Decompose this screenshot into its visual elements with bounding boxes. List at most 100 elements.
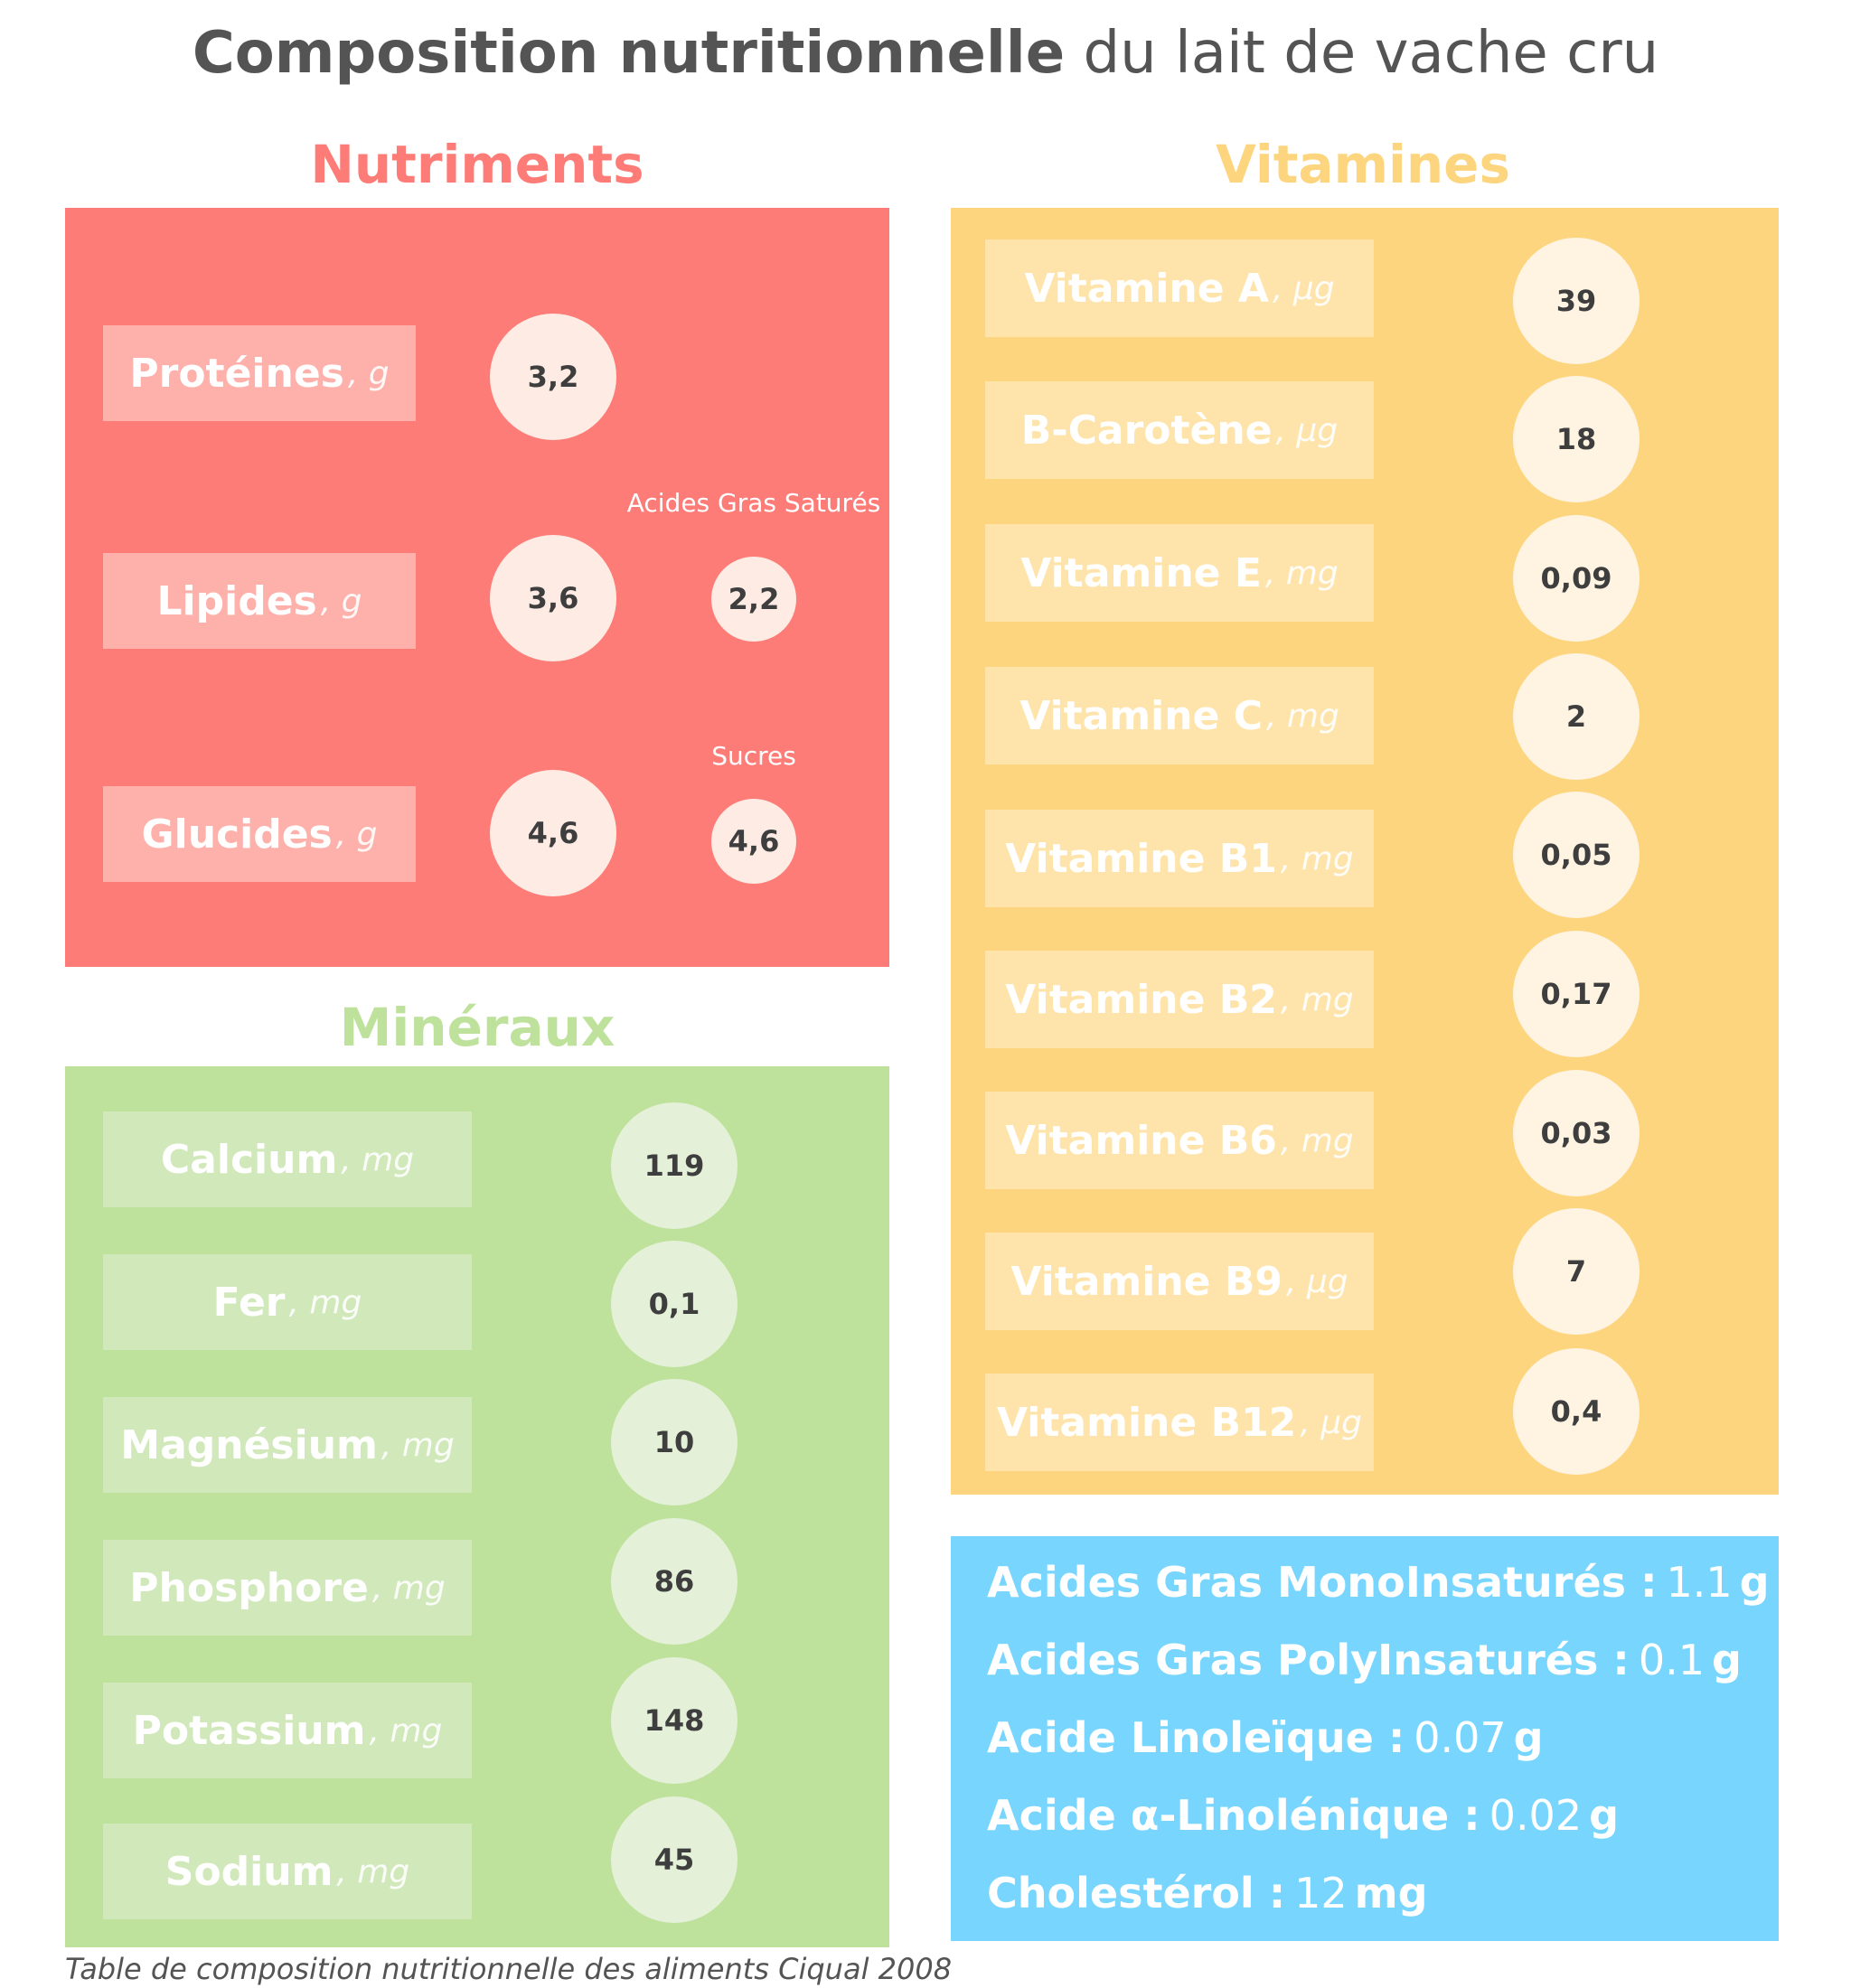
vitamin-label-e: Vitamine E, mg [985,524,1374,622]
vitamin-label-a: Vitamine A, µg [985,239,1374,337]
nutrient-value-proteines: 3,2 [490,314,616,440]
fat-name: Acides Gras PolyInsaturés : [987,1636,1630,1684]
nutrient-unit: , g [320,582,362,620]
fat-name: Acide α-Linolénique : [987,1791,1480,1840]
vitamin-name: Vitamine E [1020,549,1262,596]
mineral-label-potassium: Potassium, mg [103,1683,472,1778]
mineral-label-sodium: Sodium, mg [103,1824,472,1919]
vitamin-unit: , mg [1280,839,1354,877]
mineral-label-calcium: Calcium, mg [103,1111,472,1207]
nutrient-name: Protéines [129,350,344,397]
mineral-label-magnesium: Magnésium, mg [103,1397,472,1493]
fat-line-linoleique: Acide Linoleïque :0.07 g [987,1713,1544,1762]
vitamin-label-c: Vitamine C, mg [985,667,1374,764]
vitamin-name: Vitamine A [1024,265,1269,312]
mineral-label-fer: Fer, mg [103,1254,472,1350]
nutrient-name: Glucides [141,811,333,858]
mineral-value-calcium: 119 [611,1102,738,1229]
vitamines-heading: Vitamines [1215,134,1511,195]
nutrient-unit: , g [335,815,378,853]
vitamin-name: Vitamine B1 [1005,835,1277,882]
vitamin-value-b12: 0,4 [1513,1348,1640,1475]
mineral-unit: , mg [369,1711,443,1749]
vitamin-label-b6: Vitamine B6, mg [985,1092,1374,1189]
page-title: Composition nutritionnelle du lait de va… [0,20,1851,87]
fat-unit: g [1513,1713,1544,1762]
mineral-name: Sodium [164,1848,334,1895]
vitamin-value-a: 39 [1513,238,1640,364]
mineraux-panel: Calcium, mg 119 Fer, mg 0,1 Magnésium, m… [65,1066,889,1947]
vitamin-value-b6: 0,03 [1513,1070,1640,1196]
fatty-acids-panel: Acides Gras MonoInsaturés :1.1 g Acides G… [951,1536,1779,1941]
mineral-unit: , mg [288,1283,362,1321]
nutrient-name: Lipides [156,577,317,624]
title-rest: du lait de vache cru [1065,20,1659,87]
vitamin-label-b1: Vitamine B1, mg [985,810,1374,907]
nutrient-label-glucides: Glucides, g [103,786,416,882]
mineral-unit: , mg [371,1569,446,1607]
vitamin-value-e: 0,09 [1513,515,1640,642]
vitamin-label-b9: Vitamine B9, µg [985,1233,1374,1330]
sub-label-sucres: Sucres [711,741,796,771]
sub-value-sucres: 4,6 [711,799,796,884]
mineral-value-fer: 0,1 [611,1241,738,1367]
nutrient-unit: , g [347,354,390,392]
fat-name: Acides Gras MonoInsaturés : [987,1558,1658,1607]
vitamin-unit: , µg [1272,269,1335,307]
fat-value: 1.1 [1666,1558,1733,1607]
vitamin-unit: , µg [1275,411,1339,449]
fat-line-cholesterol: Cholestérol :12 mg [987,1869,1428,1918]
vitamin-name: Vitamine B2 [1005,976,1277,1023]
sub-label-acides-gras-satures: Acides Gras Saturés [626,488,881,518]
fat-line-polyinsatures: Acides Gras PolyInsaturés :0.1 g [987,1636,1742,1684]
vitamin-value-b9: 7 [1513,1208,1640,1335]
mineral-name: Phosphore [129,1564,369,1611]
nutriments-panel: Protéines, g 3,2 Lipides, g 3,6 Acides G… [65,208,889,967]
fat-value: 0.07 [1414,1713,1507,1762]
vitamin-name: Vitamine B9 [1010,1258,1283,1305]
vitamin-name: Vitamine C [1019,692,1263,739]
vitamin-label-b-carotene: B-Carotène, µg [985,381,1374,479]
mineral-name: Calcium [160,1136,338,1183]
fat-unit: g [1589,1791,1620,1840]
vitamin-label-b12: Vitamine B12, µg [985,1374,1374,1471]
fat-unit: mg [1354,1869,1428,1918]
vitamin-unit: , mg [1280,980,1354,1018]
vitamin-unit: , mg [1264,554,1339,592]
title-bold: Composition nutritionnelle [192,20,1066,87]
nutrient-label-proteines: Protéines, g [103,325,416,421]
fat-unit: g [1711,1636,1742,1684]
fat-name: Cholestérol : [987,1869,1286,1918]
fat-value: 0.1 [1638,1636,1705,1684]
mineral-name: Potassium [132,1707,366,1754]
vitamin-unit: , µg [1300,1403,1362,1441]
nutrient-label-lipides: Lipides, g [103,553,416,649]
fat-unit: g [1739,1558,1770,1607]
mineral-label-phosphore: Phosphore, mg [103,1540,472,1636]
vitamin-unit: , mg [1280,1121,1354,1159]
mineral-value-magnesium: 10 [611,1379,738,1505]
vitamin-name: Vitamine B12 [997,1399,1297,1446]
nutriments-heading: Nutriments [310,134,644,195]
vitamin-label-b2: Vitamine B2, mg [985,951,1374,1048]
mineral-name: Magnésium [120,1421,378,1468]
vitamin-value-b2: 0,17 [1513,931,1640,1057]
fat-value: 0.02 [1489,1791,1583,1840]
vitamin-value-b1: 0,05 [1513,792,1640,918]
fat-line-monoinsatures: Acides Gras MonoInsaturés :1.1 g [987,1558,1770,1607]
mineral-value-sodium: 45 [611,1796,738,1923]
vitamin-unit: , µg [1286,1262,1348,1300]
fat-value: 12 [1294,1869,1348,1918]
sub-value-acides-gras-satures: 2,2 [711,557,796,642]
vitamin-unit: , mg [1265,697,1339,735]
mineral-unit: , mg [341,1140,415,1178]
fat-name: Acide Linoleïque : [987,1713,1405,1762]
vitamin-value-c: 2 [1513,653,1640,780]
mineral-name: Fer [212,1279,286,1326]
vitamin-name: Vitamine B6 [1005,1117,1277,1164]
fat-line-alpha-linolenique: Acide α-Linolénique :0.02 g [987,1791,1619,1840]
vitamin-name: B-Carotène [1020,407,1273,454]
mineral-unit: , mg [381,1426,455,1464]
vitamin-value-b-carotene: 18 [1513,376,1640,502]
nutrient-value-glucides: 4,6 [490,770,616,896]
